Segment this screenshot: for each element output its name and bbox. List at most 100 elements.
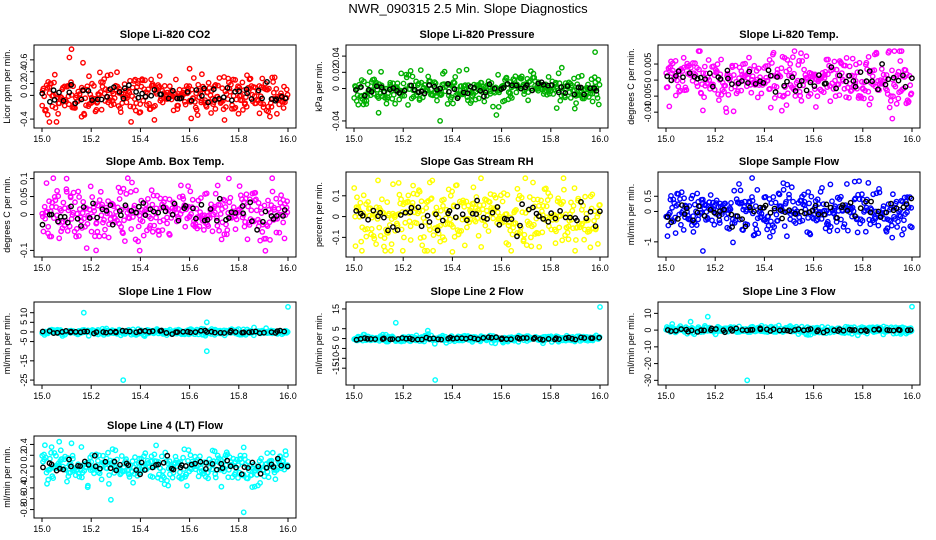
data-point-highlight — [239, 203, 246, 209]
data-point-highlight — [207, 206, 214, 212]
data-point-highlight — [840, 327, 847, 334]
data-point — [587, 244, 594, 251]
data-point-highlight — [155, 461, 162, 468]
plot-frame — [345, 44, 609, 129]
data-point — [161, 474, 167, 481]
data-point — [93, 106, 100, 113]
data-point — [269, 449, 276, 456]
data-point-highlight — [93, 329, 100, 335]
data-point — [507, 227, 514, 234]
data-point — [723, 109, 730, 116]
data-point — [667, 209, 673, 216]
data-point-outlier — [700, 248, 706, 254]
data-point — [409, 199, 416, 206]
data-point-highlight — [224, 85, 231, 91]
x-tick-label: 15.2 — [394, 134, 412, 144]
y-tick-label: -0.4 — [19, 111, 29, 127]
data-point-highlight — [767, 72, 774, 79]
data-point — [262, 247, 269, 254]
data-point-highlight — [158, 91, 165, 98]
data-point — [280, 105, 287, 111]
data-point-highlight — [593, 87, 600, 94]
data-point-highlight — [86, 215, 93, 221]
chart-title: Slope Gas Stream RH — [420, 156, 533, 168]
data-point — [97, 69, 103, 76]
data-point — [569, 207, 576, 214]
x-tick-label: 15.0 — [657, 134, 675, 144]
data-point-highlight — [387, 336, 394, 343]
data-point-highlight — [192, 329, 199, 335]
data-point — [205, 79, 212, 86]
data-points — [663, 175, 915, 254]
data-point-highlight — [896, 327, 903, 334]
data-point — [259, 221, 266, 228]
x-tick-label: 15.0 — [33, 134, 51, 144]
data-point — [43, 106, 49, 113]
data-point — [534, 196, 541, 203]
chart-panel-5: Slope Gas Stream RH 15.0 15.2 15.4 15.6 15.8 1… — [314, 156, 609, 273]
chart-panel-6: Slope Sample Flow 15.0 15.2 15.4 15.6 15.8 16.… — [626, 156, 921, 273]
data-point-highlight — [474, 197, 480, 204]
data-point — [814, 93, 821, 100]
data-point — [557, 97, 564, 104]
data-point-highlight — [869, 78, 875, 85]
data-point — [280, 219, 287, 226]
x-tick-label: 15.2 — [82, 524, 100, 534]
data-point — [783, 102, 790, 109]
data-point — [571, 185, 578, 192]
y-tick-label: -15 — [331, 362, 341, 375]
data-point — [664, 233, 671, 240]
data-point — [390, 91, 397, 98]
data-point — [508, 247, 515, 254]
data-point — [859, 191, 865, 198]
data-point — [43, 180, 50, 187]
data-point-highlight — [909, 75, 915, 82]
data-point — [149, 201, 156, 208]
data-point — [371, 235, 378, 242]
y-tick-label: 5 — [19, 320, 29, 325]
x-tick-label: 15.0 — [33, 524, 51, 534]
data-point — [140, 232, 147, 239]
data-point — [681, 195, 687, 202]
x-tick-label: 16.0 — [591, 391, 609, 401]
data-point — [243, 191, 250, 198]
data-point-highlight — [254, 226, 261, 233]
data-point-highlight — [781, 82, 787, 89]
data-point — [156, 73, 163, 79]
data-point — [829, 198, 835, 205]
data-point-highlight — [170, 466, 177, 473]
data-point — [249, 484, 256, 490]
data-point-highlight — [760, 80, 767, 86]
data-point-highlight — [463, 217, 470, 224]
data-point-highlight — [681, 211, 688, 218]
data-point-highlight — [122, 202, 129, 209]
data-point-highlight — [118, 212, 124, 219]
data-point — [758, 90, 765, 97]
data-point — [118, 453, 125, 459]
data-point — [396, 191, 403, 198]
x-tick-label: 15.6 — [493, 134, 511, 144]
data-point — [388, 241, 395, 248]
data-point — [156, 231, 162, 238]
data-point — [728, 199, 734, 206]
data-point — [187, 452, 194, 459]
data-point-highlight — [683, 205, 690, 212]
data-point — [198, 71, 205, 78]
data-point — [548, 226, 555, 233]
data-point — [722, 82, 729, 89]
data-point-highlight — [867, 209, 874, 216]
data-point — [133, 187, 139, 194]
plot-frame — [345, 301, 609, 386]
data-point — [54, 187, 60, 194]
data-point — [83, 245, 90, 252]
data-point — [400, 234, 407, 241]
data-point-highlight — [469, 210, 476, 217]
data-point-highlight — [535, 213, 542, 220]
data-point — [434, 97, 440, 104]
data-point — [375, 177, 381, 184]
data-point-highlight — [211, 329, 218, 336]
data-point — [522, 175, 529, 182]
data-point-highlight — [839, 202, 846, 209]
data-point — [463, 224, 470, 231]
data-point-highlight — [530, 335, 537, 342]
